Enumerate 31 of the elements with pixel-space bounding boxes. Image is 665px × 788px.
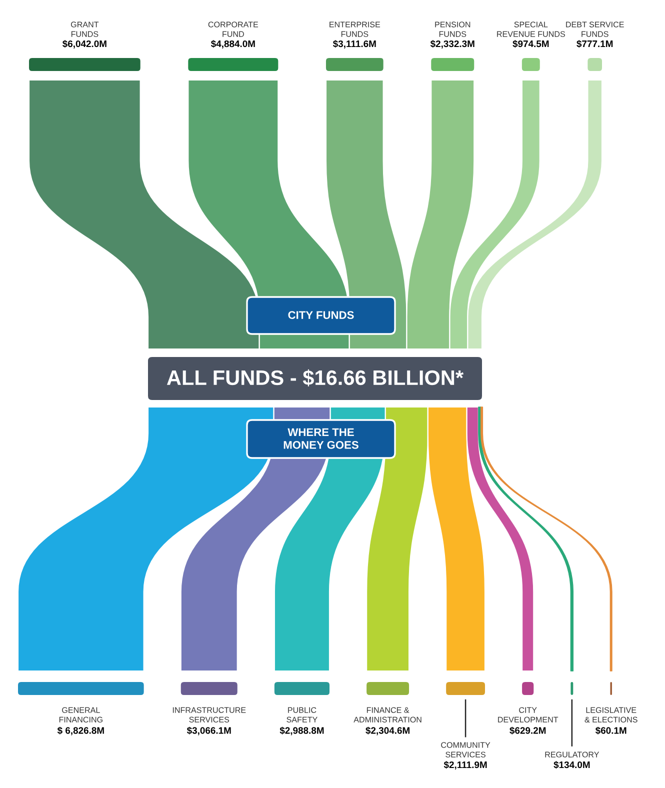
text: CITY FUNDS xyxy=(288,311,354,319)
data-label: $6,042.0M xyxy=(62,40,106,49)
category-label: ENTERPRISE FUNDS xyxy=(330,22,380,37)
category-label: FINANCE & ADMINISTRATION xyxy=(354,707,422,722)
text: ALL FUNDS - $16.66 BILLION* xyxy=(166,369,464,386)
category-label: PUBLIC SAFETY xyxy=(286,707,318,722)
data-label: $ 6,826.8M xyxy=(57,726,104,736)
data-label: $4,884.0M xyxy=(210,40,255,49)
data-label: $3,066.1M xyxy=(186,726,231,736)
category-label: INFRASTRUCTURE SERVICES xyxy=(172,707,246,722)
data-label: $3,111.6M xyxy=(332,40,376,49)
category-label: PENSION FUNDS xyxy=(435,22,470,37)
category-label: REGULATORY xyxy=(545,752,600,758)
data-label: $629.2M xyxy=(510,726,546,734)
data-label: $2,304.6M xyxy=(366,726,410,736)
category-label: GRANT FUNDS xyxy=(70,22,99,37)
category-label: LEGISLATIVE & ELECTIONS xyxy=(584,707,638,722)
category-label: CITY DEVELOPMENT xyxy=(498,707,558,722)
data-label: $2,111.9M xyxy=(444,761,487,770)
data-label: $60.1M xyxy=(595,726,626,734)
data-label: $777.1M xyxy=(576,40,613,48)
data-label: $974.5M xyxy=(512,40,549,48)
category-label: SPECIAL REVENUE FUNDS xyxy=(497,22,565,37)
data-label: $2,332.3M xyxy=(430,40,474,49)
data-label: $134.0M xyxy=(554,761,590,769)
text: WHERE THE MONEY GOES xyxy=(284,428,358,449)
category-label: GENERAL FINANCING xyxy=(59,707,102,722)
data-label: $2,988.8M xyxy=(280,726,324,736)
category-label: DEBT SERVICE FUNDS xyxy=(566,22,624,37)
category-label: CORPORATE FUND xyxy=(208,22,258,37)
category-label: COMMUNITY SERVICES xyxy=(441,742,490,758)
